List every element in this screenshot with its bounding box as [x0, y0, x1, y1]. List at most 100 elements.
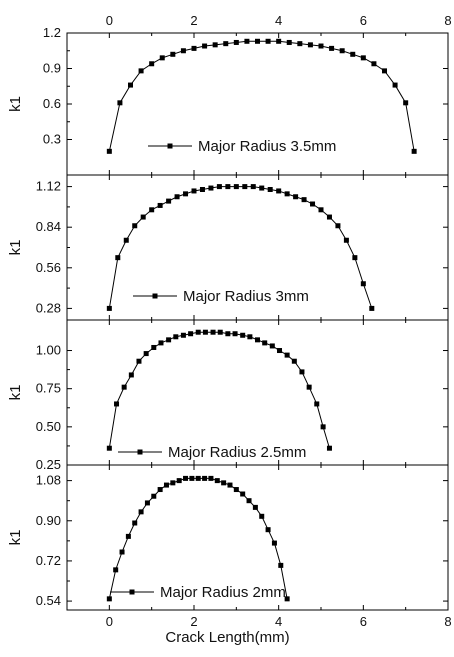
data-point	[158, 340, 164, 346]
legend-marker	[137, 449, 143, 455]
data-point	[277, 348, 283, 354]
legend-label: Major Radius 3mm	[183, 288, 309, 305]
data-point	[259, 513, 265, 519]
data-point	[240, 491, 246, 497]
data-point	[310, 201, 316, 207]
data-point	[114, 401, 120, 407]
data-point	[183, 191, 189, 197]
data-point	[183, 475, 189, 481]
data-point	[132, 223, 138, 229]
data-point	[291, 358, 297, 364]
data-point	[225, 331, 231, 337]
data-point	[371, 61, 377, 67]
x-tick-label-top: 8	[444, 13, 451, 28]
data-point	[128, 82, 133, 88]
data-point	[217, 329, 223, 335]
chart-panel-2: 0.28 0.56 0.84 1.12 k1 Major Radius 3mm	[7, 174, 449, 321]
data-point	[123, 237, 129, 243]
data-point	[267, 187, 273, 192]
data-point	[174, 194, 180, 200]
y-tick-label: 0.9	[43, 61, 61, 76]
data-point	[115, 255, 121, 261]
data-point	[318, 207, 324, 213]
data-point	[329, 45, 335, 51]
data-point	[233, 39, 239, 45]
data-point	[262, 340, 268, 346]
data-point	[208, 475, 214, 481]
data-point	[369, 305, 375, 311]
legend-label: Major Radius 2.5mm	[168, 444, 306, 461]
x-axis-label: Crack Length(mm)	[165, 629, 289, 646]
y-axis-label: k1	[7, 240, 24, 256]
y-tick-label: 1.12	[36, 179, 61, 194]
data-point	[199, 187, 205, 192]
legend: Major Radius 2.5mm	[118, 444, 306, 461]
data-point	[195, 475, 201, 481]
data-point	[166, 198, 172, 204]
data-point	[202, 475, 208, 481]
data-point	[216, 184, 222, 190]
data-point	[159, 55, 165, 61]
data-point	[221, 480, 227, 486]
data-point	[286, 39, 292, 45]
legend: Major Radius 2mm	[110, 584, 286, 601]
x-tick-label-bottom: 2	[190, 614, 197, 629]
data-point	[128, 372, 134, 378]
data-point	[121, 384, 127, 390]
x-tick-label-bottom: 6	[360, 614, 367, 629]
data-point	[233, 487, 239, 493]
series-line	[108, 477, 288, 599]
data-point	[403, 100, 409, 106]
data-point	[284, 596, 290, 602]
data-point	[176, 478, 182, 484]
data-point	[138, 509, 144, 515]
x-tick-label-top: 0	[106, 13, 113, 28]
data-point	[208, 185, 214, 191]
data-point	[247, 334, 253, 340]
series-line	[108, 331, 330, 449]
data-point	[170, 480, 176, 486]
y-axis-label: k1	[7, 530, 24, 546]
data-point	[242, 184, 248, 190]
data-point	[225, 184, 231, 190]
data-point	[191, 188, 197, 194]
data-point	[276, 188, 282, 194]
legend-marker	[152, 293, 158, 299]
y-tick-label: 0.90	[36, 513, 61, 528]
data-point	[314, 401, 320, 407]
y-tick-label: 0.6	[43, 96, 61, 111]
data-point	[232, 331, 238, 337]
chart-panel-3: 0.25 0.50 0.75 1.00 k1 Major Radius 2.5mm	[7, 319, 449, 472]
legend: Major Radius 3.5mm	[148, 138, 336, 155]
y-axis-label: k1	[7, 385, 24, 401]
data-point	[265, 527, 271, 533]
data-point	[113, 567, 119, 573]
y-tick-label: 0.56	[36, 260, 61, 275]
data-point	[195, 329, 201, 335]
data-point	[250, 184, 256, 190]
data-point	[144, 500, 150, 506]
data-point	[411, 148, 417, 154]
data-point	[392, 82, 398, 88]
y-tick-label: 0.72	[36, 553, 61, 568]
data-point	[307, 42, 313, 48]
data-point	[117, 100, 123, 106]
data-point	[284, 352, 290, 358]
data-point	[132, 520, 138, 526]
data-point	[360, 281, 366, 287]
chart-panel-4: 0 2 4 6 8 Crack Length(mm) 0.54 0.72 0.90 1.08 k1 M…	[7, 464, 452, 646]
data-point	[246, 498, 252, 504]
data-point	[223, 41, 229, 47]
data-point	[140, 214, 146, 220]
legend-marker	[129, 589, 135, 595]
x-tick-label-bottom: 8	[444, 614, 451, 629]
data-point	[188, 331, 194, 337]
data-point	[271, 540, 277, 546]
y-tick-label: 0.28	[36, 300, 61, 315]
data-point	[212, 42, 218, 48]
series-line	[108, 40, 415, 152]
data-point	[297, 41, 303, 47]
data-point	[306, 384, 312, 390]
data-point	[170, 51, 176, 57]
